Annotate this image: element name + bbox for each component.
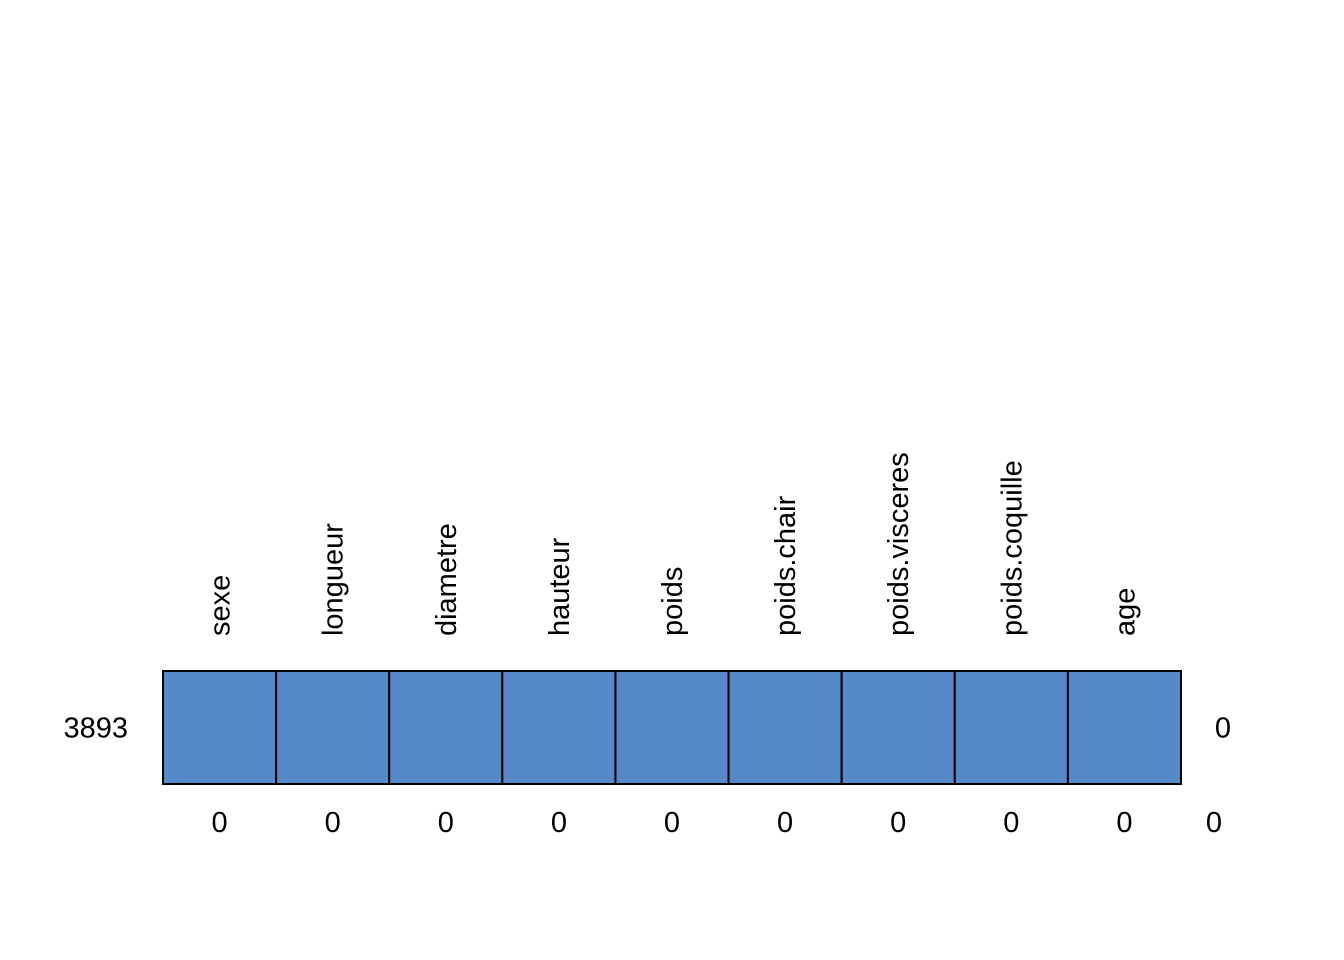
pattern-cell-age bbox=[1066, 670, 1183, 785]
missing-count-sexe: 0 bbox=[211, 807, 227, 839]
pattern-cell-sexe bbox=[162, 670, 278, 785]
column-label-poids-visceres: poids.visceres bbox=[883, 452, 915, 636]
column-label-poids: poids bbox=[657, 567, 689, 636]
pattern-cell-longueur bbox=[275, 670, 391, 785]
column-label-hauteur: hauteur bbox=[544, 537, 576, 636]
column-label-diametre: diametre bbox=[431, 523, 463, 636]
missing-count-poids: 0 bbox=[664, 807, 680, 839]
row-count-label: 3893 bbox=[63, 713, 128, 745]
missing-count-longueur: 0 bbox=[325, 807, 341, 839]
missing-count-age: 0 bbox=[1116, 807, 1132, 839]
pattern-cells bbox=[162, 670, 1183, 785]
missing-count-diametre: 0 bbox=[438, 807, 454, 839]
pattern-cell-poids-chair bbox=[727, 670, 843, 785]
total-missing-label: 0 bbox=[1206, 807, 1222, 839]
pattern-cell-poids-visceres bbox=[840, 670, 956, 785]
column-label-longueur: longueur bbox=[318, 523, 350, 636]
missing-count-poids-chair: 0 bbox=[777, 807, 793, 839]
column-labels: sexe longueur diametre hauteur poids poids.ch… bbox=[205, 452, 1142, 636]
column-label-age: age bbox=[1109, 588, 1141, 636]
pattern-cell-diametre bbox=[388, 670, 504, 785]
pattern-cell-hauteur bbox=[501, 670, 617, 785]
pattern-cell-poids bbox=[614, 670, 730, 785]
row-missing-label: 0 bbox=[1215, 713, 1231, 745]
missing-count-labels: 0 0 0 0 0 0 0 0 0 0 bbox=[211, 807, 1222, 839]
row-labels: 3893 0 bbox=[63, 713, 1231, 745]
missing-count-poids-coquille: 0 bbox=[1003, 807, 1019, 839]
missing-count-poids-visceres: 0 bbox=[890, 807, 906, 839]
column-label-poids-chair: poids.chair bbox=[770, 495, 802, 636]
column-label-sexe: sexe bbox=[205, 575, 237, 636]
missing-count-hauteur: 0 bbox=[551, 807, 567, 839]
column-label-poids-coquille: poids.coquille bbox=[996, 460, 1028, 636]
pattern-cell-poids-coquille bbox=[953, 670, 1069, 785]
